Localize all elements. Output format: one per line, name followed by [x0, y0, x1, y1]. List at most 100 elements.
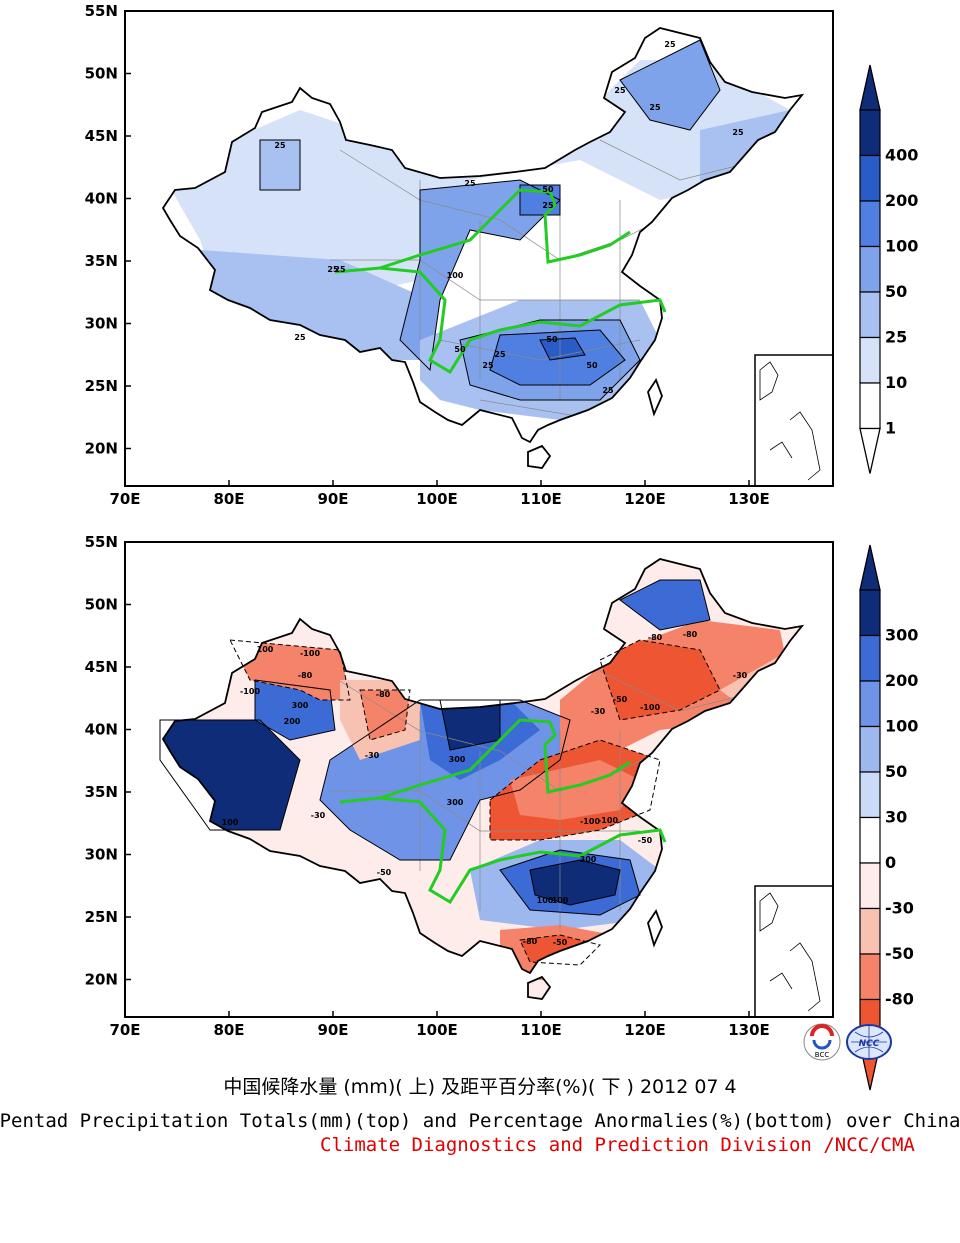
lon-tick-label: 100E	[416, 490, 458, 508]
caption-organization: Climate Diagnostics and Prediction Divis…	[320, 1134, 915, 1156]
contour-label: 25	[327, 265, 339, 274]
caption-chinese: 中国候降水量 (mm)( 上) 及距平百分率(%)( 下 ) 2012 07 4	[223, 1076, 737, 1098]
contour-label: 50	[454, 345, 466, 354]
contour-label: 25	[294, 333, 306, 342]
contour-label: 100	[447, 271, 464, 280]
contour-label: 200	[284, 717, 301, 726]
top-axis-ticks: 55N 50N 45N 40N 35N 30N 25N 20N 70E 80E 90E 100E 110…	[85, 2, 770, 508]
lat-tick-label: 55N	[85, 2, 118, 20]
colorbar-cell	[859, 907, 881, 955]
colorbar-label: 100	[885, 717, 918, 736]
contour-label: -100	[300, 649, 320, 658]
contour-label: 50	[546, 335, 558, 344]
contour-label: -100	[598, 816, 618, 825]
colorbar-cell	[859, 154, 881, 202]
contour-label: -50	[553, 938, 568, 947]
lat-tick-label: 25N	[85, 908, 118, 926]
lon-tick-label: 130E	[728, 1021, 770, 1039]
contour-label: 25	[482, 361, 494, 370]
colorbar-cell	[859, 725, 881, 773]
colorbar-cell	[859, 589, 881, 637]
colorbar-label: -80	[885, 990, 914, 1009]
lon-tick-label: 90E	[317, 490, 348, 508]
contour-label: 25	[334, 265, 346, 274]
bottom-contour-lines	[159, 579, 711, 916]
colorbar-bottom-arrow	[859, 427, 881, 474]
contour-label: 100	[257, 645, 274, 654]
lon-tick-label: 120E	[624, 490, 666, 508]
lat-tick-label: 35N	[85, 252, 118, 270]
contour-label: 25	[494, 350, 506, 359]
colorbar-cell	[859, 245, 881, 293]
contour-label: 25	[732, 128, 744, 137]
colorbar-cell	[859, 109, 881, 157]
colorbar-label: 400	[885, 146, 918, 165]
lon-tick-label: 110E	[520, 1021, 562, 1039]
svg-text:BCC: BCC	[815, 1051, 830, 1059]
colorbar-label: 1	[885, 419, 896, 438]
contour-label: -50	[613, 695, 628, 704]
contour-label: 25	[664, 40, 676, 49]
lon-tick-label: 70E	[109, 1021, 140, 1039]
bcc-logo: BCC	[803, 1023, 841, 1061]
colorbar-label: 200	[885, 191, 918, 210]
contour-label: 25	[542, 201, 554, 210]
caption-english: Pentad Precipitation Totals(mm)(top) and…	[0, 1110, 960, 1132]
top-yangtze-river	[334, 266, 667, 375]
contour-label: -30	[591, 707, 606, 716]
colorbar-cell	[859, 634, 881, 682]
colorbar-label: 25	[885, 328, 907, 347]
contour-label: 25	[464, 179, 476, 188]
colorbar-label: 30	[885, 808, 907, 827]
lat-tick-label: 20N	[85, 440, 118, 458]
contour-label: 300	[292, 701, 309, 710]
contour-label: 25	[614, 86, 626, 95]
contour-label: -100	[640, 703, 660, 712]
colorbar-cell	[859, 680, 881, 728]
lat-tick-label: 45N	[85, 127, 118, 145]
contour-label: -100	[580, 817, 600, 826]
lat-tick-label: 50N	[85, 596, 118, 614]
contour-label: 25	[649, 103, 661, 112]
lon-tick-label: 110E	[520, 490, 562, 508]
lon-tick-label: 80E	[213, 490, 244, 508]
contour-label: 100	[552, 896, 569, 905]
contour-label: 25	[602, 386, 614, 395]
contour-label: -80	[298, 671, 313, 680]
lat-tick-label: 45N	[85, 658, 118, 676]
top-yellow-river	[379, 188, 631, 270]
contour-label: -100	[240, 687, 260, 696]
top-inset-coastline	[759, 361, 821, 481]
top-map-frame	[124, 10, 834, 487]
contour-label: -80	[683, 630, 698, 639]
bottom-yellow-river	[379, 718, 631, 800]
colorbar-cell	[859, 953, 881, 1001]
top-colorbar: 400 200 100 50 25 10 1	[859, 64, 918, 474]
lat-tick-label: 20N	[85, 971, 118, 989]
colorbar-label: 0	[885, 853, 896, 872]
contour-label: 300	[449, 755, 466, 764]
top-south-china-sea-inset	[754, 354, 833, 486]
lat-tick-label: 30N	[85, 846, 118, 864]
bottom-china-outline	[161, 558, 805, 1000]
bottom-axis-ticks: 55N 50N 45N 40N 35N 30N 25N 20N 70E 80E 90E 100E 110…	[85, 533, 770, 1039]
contour-label: -80	[376, 690, 391, 699]
lat-tick-label: 55N	[85, 533, 118, 551]
lat-tick-label: 40N	[85, 721, 118, 739]
lat-tick-label: 25N	[85, 377, 118, 395]
colorbar-cell	[859, 291, 881, 339]
contour-label: 50	[586, 361, 598, 370]
colorbar-cell	[859, 382, 881, 430]
colorbar-label: 50	[885, 762, 907, 781]
bottom-country-border	[161, 558, 805, 1000]
lat-tick-label: 40N	[85, 190, 118, 208]
contour-label: 300	[580, 855, 597, 864]
lon-tick-label: 120E	[624, 1021, 666, 1039]
bottom-map-frame	[124, 541, 834, 1018]
colorbar-label: -50	[885, 944, 914, 963]
contour-label: 300	[447, 798, 464, 807]
lon-tick-label: 130E	[728, 490, 770, 508]
